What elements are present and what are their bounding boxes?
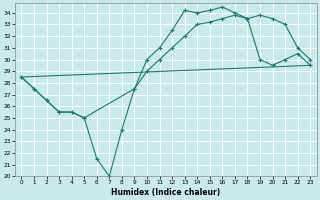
X-axis label: Humidex (Indice chaleur): Humidex (Indice chaleur) (111, 188, 220, 197)
